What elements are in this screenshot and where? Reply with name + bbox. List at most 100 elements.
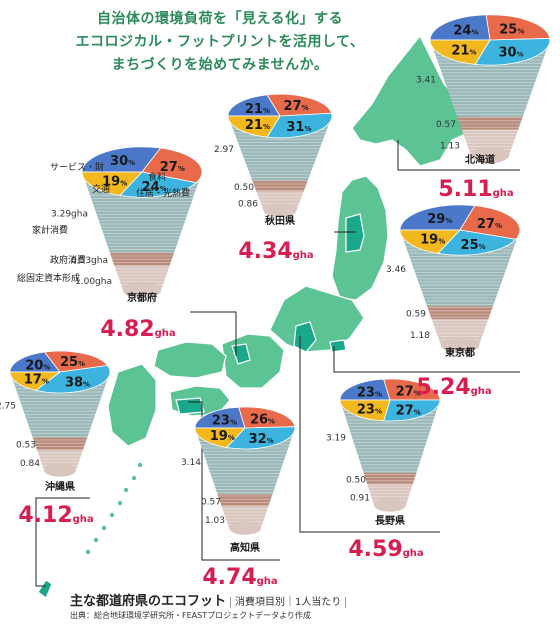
capital-band [461,129,519,155]
leader-line [190,311,237,356]
pie-slice-service [339,378,391,401]
pie-slice-food [459,205,521,240]
household-value: 3.19 [326,433,346,443]
map-island-5 [101,525,107,531]
pie-slice-transport [227,115,281,138]
household-value: 2.97 [214,145,234,155]
capital-band [114,265,170,290]
pie-4: 20% 25%38%17% [9,350,111,394]
government-band [363,472,417,485]
household-value: 3.29gha [51,209,88,219]
map-okinawa [37,579,53,599]
prefecture-cones: 24% 25%30%21% 21% 27%31%21% 30% 27%24%19% 29% 2… [9,14,551,535]
capital-value: 1.18 [410,331,430,341]
map-island-3 [117,500,123,506]
government-band [109,252,175,266]
capital-value: 0.91 [350,494,370,504]
pie-5: 23% 26%32%19% [194,406,296,450]
legend-service: サービス・財 [50,161,104,173]
government-band [32,437,88,451]
pie-slice-housing [437,229,517,256]
cone-3: 29% 27%25%19% [399,204,521,354]
pie-slice-transport [399,229,461,254]
prefecture-name: 秋田県 [265,214,295,227]
cone-0: 24% 25%30%21% [429,14,551,164]
footer-title-text: 主な都道府県のエコフット [70,594,227,609]
prefecture-total: 4.82gha [100,317,175,342]
capital-band [367,484,413,505]
leader-line [397,140,520,171]
government-band [426,306,494,320]
map-kyushu [107,363,157,447]
capital-value: 1.13 [440,141,460,151]
prefecture-name: 沖縄県 [45,480,75,493]
pie-slice-housing [266,112,333,139]
government-band [252,180,308,192]
pie-slice-service [227,94,281,117]
prefecture-total: 4.59gha [348,537,423,562]
pie-6: 23% 27%27%23% [339,378,441,422]
map-island-7 [85,549,91,555]
legend-transport: 交通 [92,183,110,195]
footer-title: 主な都道府県のエコフット 消費項目別｜1人当たり [70,590,347,609]
capital-band [37,450,83,470]
cone-2: 30% 27%24%19% [81,146,203,299]
government-value: 0.57 [201,497,221,507]
map-island-0 [137,462,143,468]
pie-slice-service [194,406,246,429]
prefecture-total: 5.24gha [416,375,491,400]
map-tokyo-highlight [329,339,347,353]
leader-line [299,336,440,533]
map-kochi-highlight [175,397,205,415]
government-band [217,494,273,507]
pie-slice-food [266,93,333,117]
cone-base [44,463,76,477]
map-kanto-chubu [269,285,365,353]
cone-base [374,498,406,512]
legend-government: 政府消費 [50,254,86,266]
pie-slice-housing [119,171,198,198]
pie-slice-food [141,147,203,184]
prefecture-total: 4.34gha [238,239,313,264]
pie-slice-transport [429,39,491,65]
cone-1: 21% 27%31%21% [227,93,333,217]
pie-slice-food [238,406,296,429]
pie-slice-transport [81,171,143,196]
leader-lines [35,140,520,587]
pie-slice-service [429,14,491,41]
government-value: 0.53 [16,441,36,451]
household-value: 3.14 [181,458,201,468]
headline-line-2: エコロジカル・フットプリントを活用して、 [75,34,365,50]
legend-capital: 総固定資本形成 [17,272,80,284]
cone-base [263,203,297,217]
pie-slice-housing [225,426,296,450]
pie-slice-transport [339,399,391,422]
cone-base [440,336,480,354]
capital-band [431,319,489,345]
leader-line [188,401,280,561]
headline-line-3: まちづくりを始めてみませんか。 [111,57,329,73]
capital-band [221,506,269,528]
prefecture-name: 長野県 [375,514,405,527]
household-value: 3.41 [416,75,436,85]
pie-slice-housing [383,399,441,422]
prefecture-total: 4.12gha [18,503,93,528]
pie-slice-service [399,204,476,231]
prefecture-labels: 3.41 0.57 1.13 2.97 0.50 0.86 3.29gha 0.53gha 1.… [0,75,514,590]
map-island-4 [109,512,115,518]
household-value: 3.46 [386,265,406,275]
pie-slice-housing [474,38,551,66]
pie-slice-service [9,351,61,373]
cone-base [229,521,261,535]
legend-housing: 住居・光熱費 [136,187,190,199]
map-chugoku [153,341,227,379]
leader-line [35,497,90,587]
pie-1: 21% 27%31%21% [227,93,333,139]
government-value: 0.53gha [71,256,108,266]
prefecture-name: 東京都 [445,346,475,359]
pie-3: 29% 27%25%19% [399,204,521,256]
pie-0: 24% 25%30%21% [429,14,551,66]
cone-base [470,146,510,164]
